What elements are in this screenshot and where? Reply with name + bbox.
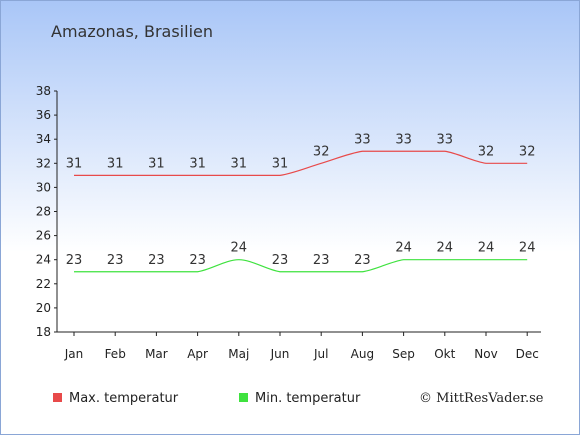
y-tick-label: 28 — [36, 205, 51, 219]
data-label: 31 — [189, 156, 206, 171]
x-tick-label: Jul — [313, 347, 328, 361]
data-label: 24 — [395, 241, 412, 256]
legend-label-max: Max. temperatur — [69, 391, 179, 406]
x-tick-label: Sep — [392, 347, 415, 361]
y-tick-label: 24 — [36, 253, 51, 267]
data-label: 31 — [66, 156, 83, 171]
data-label: 33 — [395, 132, 412, 147]
x-tick-label: Mar — [145, 347, 168, 361]
data-label: 31 — [272, 156, 289, 171]
x-tick-label: Nov — [474, 347, 497, 361]
x-tick-label: Aug — [351, 347, 374, 361]
x-tick-label: Okt — [434, 347, 455, 361]
data-label: 32 — [519, 144, 536, 159]
y-tick-label: 30 — [36, 180, 51, 194]
series-line-1 — [73, 259, 528, 273]
data-label: 33 — [437, 132, 454, 147]
x-tick-label: Dec — [516, 347, 539, 361]
data-label: 24 — [231, 241, 248, 256]
data-label: 23 — [189, 253, 206, 268]
data-label: 31 — [148, 156, 165, 171]
data-label: 23 — [66, 253, 83, 268]
data-label: 31 — [231, 156, 248, 171]
y-tick-label: 32 — [36, 156, 51, 170]
data-label: 23 — [107, 253, 124, 268]
data-label: 32 — [478, 144, 495, 159]
data-label: 31 — [107, 156, 124, 171]
data-label: 24 — [519, 241, 536, 256]
data-label: 33 — [354, 132, 371, 147]
x-tick-label: Maj — [228, 347, 249, 361]
data-label: 32 — [313, 144, 330, 159]
y-tick-label: 26 — [36, 229, 51, 243]
data-label: 23 — [272, 253, 289, 268]
legend-swatch-max — [53, 393, 62, 402]
legend-label-min: Min. temperatur — [255, 391, 361, 406]
y-tick-label: 18 — [36, 325, 51, 339]
data-label: 23 — [148, 253, 165, 268]
series-line-0 — [73, 150, 528, 176]
data-label: 23 — [354, 253, 371, 268]
data-labels: 31 31 31 31 31 31 32 33 33 33 32 32 23 23 23 23 24 23 23 23… — [66, 132, 536, 268]
x-tick-label: Feb — [105, 347, 126, 361]
y-tick-label: 34 — [36, 132, 51, 146]
series-layer — [73, 150, 528, 273]
x-tick-label: Jan — [64, 347, 84, 361]
copyright-text: © MittResVader.se — [419, 391, 544, 406]
y-tick-label: 20 — [36, 301, 51, 315]
data-label: 23 — [313, 253, 330, 268]
x-tick-label: Apr — [187, 347, 208, 361]
y-tick-label: 22 — [36, 277, 51, 291]
y-tick-label: 38 — [36, 84, 51, 98]
data-label: 24 — [478, 241, 495, 256]
legend: Max. temperatur Min. temperatur — [53, 391, 361, 406]
legend-swatch-min — [239, 393, 248, 402]
x-tick-label: Jun — [270, 347, 290, 361]
axes: 18 20 22 24 26 28 30 32 34 36 38 Jan Feb Mar Apr Maj Jun… — [36, 84, 541, 361]
data-label: 24 — [437, 241, 454, 256]
chart-title: Amazonas, Brasilien — [51, 22, 213, 41]
y-tick-label: 36 — [36, 108, 51, 122]
